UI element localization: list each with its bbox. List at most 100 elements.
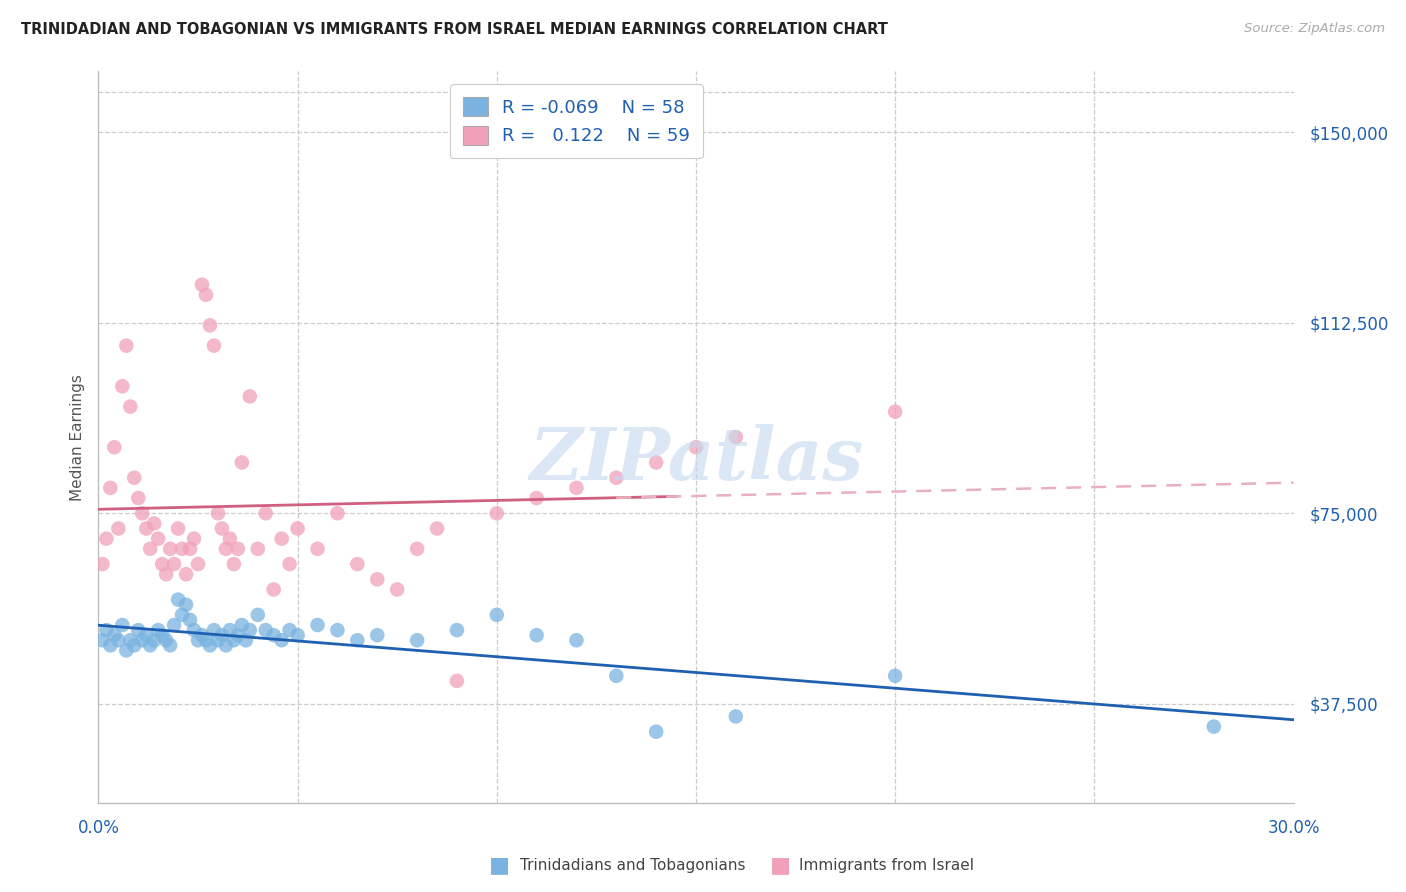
Point [143,516,166,531]
Point [346,633,368,648]
Point [159,638,181,652]
Point [724,709,747,723]
Text: ■: ■ [770,855,790,875]
Point [215,638,238,652]
Point [148,532,170,546]
Point [884,669,907,683]
Point [202,338,225,352]
Point [211,628,233,642]
Point [526,491,548,505]
Point [174,598,197,612]
Point [111,379,134,393]
Point [124,638,146,652]
Point [485,506,508,520]
Point [139,638,162,652]
Point [183,532,205,546]
Point [98,638,122,652]
Point [111,618,134,632]
Point [1202,720,1225,734]
Point [148,623,170,637]
Point [406,541,429,556]
Point [103,440,125,454]
Point [115,338,138,352]
Point [131,506,153,520]
Point [163,618,186,632]
Point [287,628,309,642]
Point [231,455,253,469]
Point [406,633,429,648]
Point [179,613,201,627]
Text: ■: ■ [489,855,509,875]
Point [91,633,114,648]
Text: Immigrants from Israel: Immigrants from Israel [799,858,973,872]
Point [139,541,162,556]
Point [127,623,149,637]
Point [446,673,468,688]
Point [226,628,249,642]
Text: Trinidadians and Tobagonians: Trinidadians and Tobagonians [520,858,745,872]
Point [120,633,142,648]
Point [366,572,388,586]
Point [287,521,309,535]
Point [163,557,186,571]
Point [565,633,588,648]
Point [685,440,707,454]
Point [263,582,285,597]
Point [187,557,209,571]
Point [98,481,122,495]
Point [235,633,257,648]
Point [172,607,194,622]
Point [150,628,173,642]
Point [446,623,468,637]
Point [645,455,668,469]
Y-axis label: Median Earnings: Median Earnings [69,374,84,500]
Point [211,521,233,535]
Point [307,541,329,556]
Point [103,628,125,642]
Point [207,633,229,648]
Legend: R = -0.069    N = 58, R =   0.122    N = 59: R = -0.069 N = 58, R = 0.122 N = 59 [450,84,703,158]
Point [127,491,149,505]
Point [346,557,368,571]
Point [254,623,277,637]
Point [326,506,349,520]
Point [526,628,548,642]
Point [107,633,129,648]
Point [426,521,449,535]
Point [207,506,229,520]
Point [219,623,242,637]
Point [107,521,129,535]
Point [172,541,194,556]
Point [120,400,142,414]
Text: Source: ZipAtlas.com: Source: ZipAtlas.com [1244,22,1385,36]
Text: ZIPatlas: ZIPatlas [529,424,863,494]
Point [605,471,627,485]
Point [96,532,118,546]
Point [174,567,197,582]
Point [605,669,627,683]
Point [195,288,218,302]
Point [91,557,114,571]
Point [485,607,508,622]
Point [187,633,209,648]
Point [565,481,588,495]
Point [278,623,301,637]
Point [191,628,214,642]
Point [191,277,214,292]
Point [366,628,388,642]
Point [195,633,218,648]
Point [215,541,238,556]
Text: TRINIDADIAN AND TOBAGONIAN VS IMMIGRANTS FROM ISRAEL MEDIAN EARNINGS CORRELATION: TRINIDADIAN AND TOBAGONIAN VS IMMIGRANTS… [21,22,889,37]
Point [270,532,292,546]
Point [96,623,118,637]
Point [115,643,138,657]
Point [198,638,221,652]
Point [231,618,253,632]
Point [278,557,301,571]
Point [159,541,181,556]
Point [202,623,225,637]
Point [198,318,221,333]
Point [645,724,668,739]
Point [155,633,177,648]
Point [124,471,146,485]
